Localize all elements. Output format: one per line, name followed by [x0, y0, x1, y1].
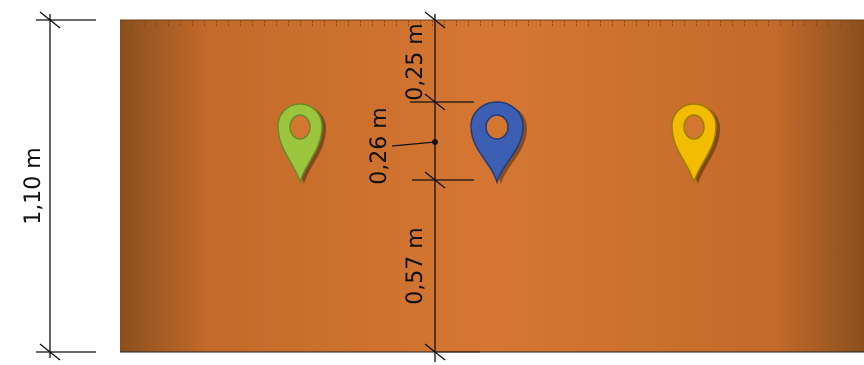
segment-label-middle: 0,26 m	[367, 107, 392, 184]
segment-label-top: 0,25 m	[403, 23, 428, 100]
segment-label-bottom: 0,57 m	[403, 227, 428, 304]
leader-dot	[432, 139, 438, 145]
blue-marker-icon	[470, 101, 527, 185]
panel-top-edge	[120, 20, 864, 26]
green-marker-icon	[277, 103, 326, 185]
segment-dimension-line	[391, 11, 480, 362]
overall-height-label: 1,10 m	[21, 147, 46, 224]
yellow-marker-icon	[671, 103, 720, 185]
panel-surface	[120, 20, 864, 352]
wall-panel	[120, 19, 864, 353]
overall-height-dimension	[36, 11, 96, 361]
